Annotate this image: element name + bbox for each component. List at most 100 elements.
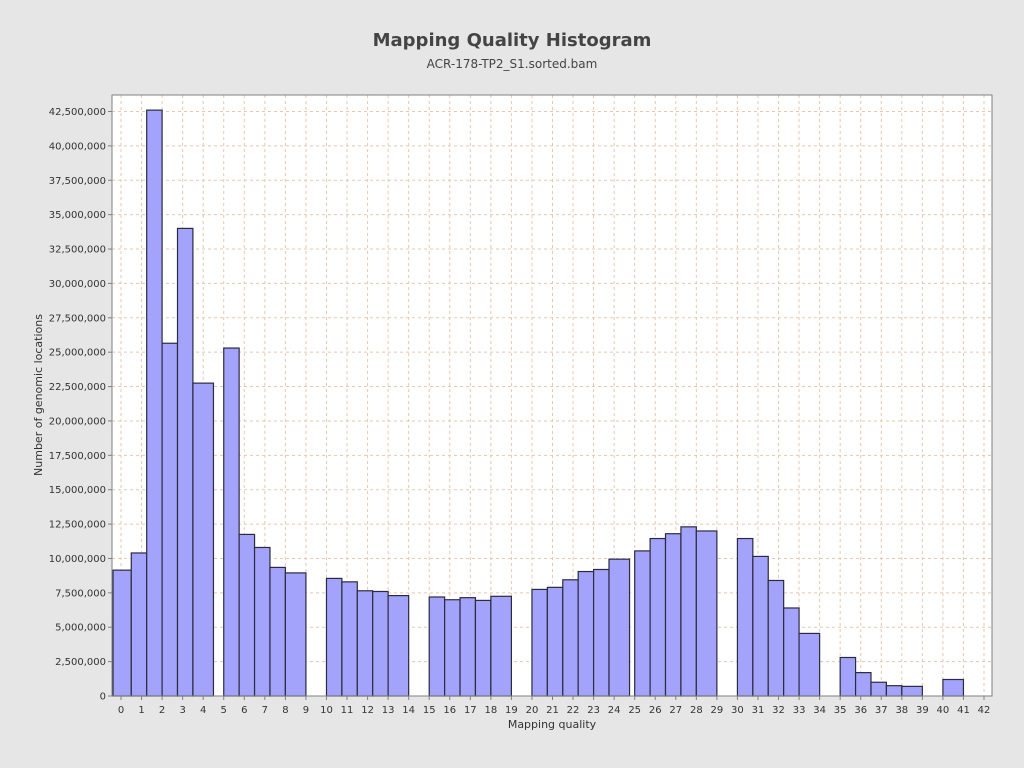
histogram-bar xyxy=(608,558,631,697)
x-tick-label: 42 xyxy=(978,705,991,716)
histogram-bar xyxy=(161,342,179,697)
y-tick-label: 30,000,000 xyxy=(49,279,106,290)
y-tick-label: 0 xyxy=(100,692,106,703)
y-tick-label: 37,500,000 xyxy=(49,176,106,187)
chart-subtitle: ACR-178-TP2_S1.sorted.bam xyxy=(426,57,598,71)
histogram-bar xyxy=(767,579,785,697)
x-tick-label: 14 xyxy=(402,705,415,716)
histogram-bar xyxy=(901,685,923,697)
x-tick-label: 28 xyxy=(690,705,703,716)
histogram-bar xyxy=(223,347,240,697)
x-tick-label: 9 xyxy=(303,705,309,716)
y-axis-label: Number of genomic locations xyxy=(32,314,45,476)
y-tick-label: 2,500,000 xyxy=(55,657,106,668)
histogram-bar xyxy=(238,533,256,697)
x-tick-label: 36 xyxy=(854,705,867,716)
histogram-bar xyxy=(112,569,132,697)
histogram-bar xyxy=(577,570,595,697)
x-tick-label: 20 xyxy=(526,705,539,716)
x-tick-label: 6 xyxy=(241,705,247,716)
histogram-bar xyxy=(664,533,682,697)
histogram-bar xyxy=(839,656,857,697)
y-tick-label: 7,500,000 xyxy=(55,588,106,599)
x-tick-label: 26 xyxy=(649,705,662,716)
histogram-bar xyxy=(942,678,965,697)
histogram-bar xyxy=(428,596,446,697)
histogram-bar xyxy=(176,227,194,697)
histogram-bar xyxy=(444,599,461,697)
x-tick-label: 7 xyxy=(262,705,268,716)
histogram-bar xyxy=(695,530,718,697)
x-tick-label: 8 xyxy=(282,705,288,716)
x-tick-label: 0 xyxy=(118,705,124,716)
x-tick-label: 16 xyxy=(443,705,456,716)
histogram-bar xyxy=(680,526,697,697)
histogram-bar xyxy=(459,597,477,697)
chart-title: Mapping Quality Histogram xyxy=(372,30,652,51)
y-tick-label: 25,000,000 xyxy=(49,348,106,359)
histogram-bar xyxy=(269,566,286,697)
x-tick-label: 3 xyxy=(179,705,185,716)
y-tick-label: 12,500,000 xyxy=(49,520,106,531)
x-tick-label: 10 xyxy=(320,705,333,716)
histogram-bar xyxy=(736,537,754,697)
histogram-bar xyxy=(854,672,872,697)
histogram-bar xyxy=(885,685,903,697)
histogram-bar xyxy=(372,590,389,697)
x-tick-label: 31 xyxy=(752,705,765,716)
x-tick-label: 29 xyxy=(711,705,724,716)
x-tick-label: 40 xyxy=(937,705,950,716)
histogram-bar xyxy=(474,599,492,697)
y-tick-label: 15,000,000 xyxy=(49,485,106,496)
x-tick-label: 38 xyxy=(895,705,908,716)
histogram-bar xyxy=(387,595,410,697)
y-axis: 0 2,500,000 5,000,000 7,500,000 10,000,000 12… xyxy=(49,107,112,703)
x-tick-label: 21 xyxy=(546,705,559,716)
histogram-bar xyxy=(253,546,271,697)
y-tick-label: 32,500,000 xyxy=(49,245,106,256)
histogram-bar xyxy=(356,590,374,697)
x-tick-label: 15 xyxy=(423,705,436,716)
y-tick-label: 10,000,000 xyxy=(49,554,106,565)
histogram-bar xyxy=(531,588,548,697)
x-tick-label: 12 xyxy=(361,705,374,716)
x-tick-label: 41 xyxy=(957,705,970,716)
x-axis-label: Mapping quality xyxy=(508,718,597,731)
y-tick-label: 42,500,000 xyxy=(49,107,106,118)
x-tick-label: 27 xyxy=(669,705,682,716)
histogram-bar xyxy=(146,109,163,697)
histogram-bar xyxy=(798,632,821,697)
histogram-bar xyxy=(325,577,343,697)
histogram-bar xyxy=(546,586,564,697)
x-tick-label: 39 xyxy=(916,705,929,716)
x-tick-label: 34 xyxy=(813,705,826,716)
histogram-bar xyxy=(592,568,610,697)
histogram-bar xyxy=(341,581,358,697)
x-tick-label: 33 xyxy=(793,705,806,716)
x-tick-label: 17 xyxy=(464,705,477,716)
y-tick-label: 5,000,000 xyxy=(55,623,106,634)
histogram-bar xyxy=(130,552,148,697)
x-tick-label: 5 xyxy=(221,705,227,716)
x-tick-label: 4 xyxy=(200,705,206,716)
y-tick-label: 40,000,000 xyxy=(49,141,106,152)
x-tick-label: 11 xyxy=(341,705,354,716)
y-tick-label: 35,000,000 xyxy=(49,210,106,221)
x-tick-label: 35 xyxy=(834,705,847,716)
histogram-bar xyxy=(490,595,513,697)
x-axis: 0 1 2 3 4 5 6 7 8 9 10 11 12 13 14 15 16 17 18 19 20 21 22 23 24… xyxy=(118,696,991,716)
x-tick-label: 24 xyxy=(608,705,621,716)
x-tick-label: 18 xyxy=(484,705,497,716)
y-tick-label: 27,500,000 xyxy=(49,313,106,324)
histogram-bar xyxy=(649,537,667,697)
x-tick-label: 30 xyxy=(731,705,744,716)
y-tick-label: 20,000,000 xyxy=(49,416,106,427)
y-tick-label: 17,500,000 xyxy=(49,451,106,462)
x-tick-label: 2 xyxy=(159,705,165,716)
histogram-bar xyxy=(284,572,307,697)
x-tick-label: 25 xyxy=(628,705,641,716)
histogram-bar xyxy=(783,607,800,697)
x-tick-label: 1 xyxy=(138,705,144,716)
x-tick-label: 32 xyxy=(772,705,785,716)
